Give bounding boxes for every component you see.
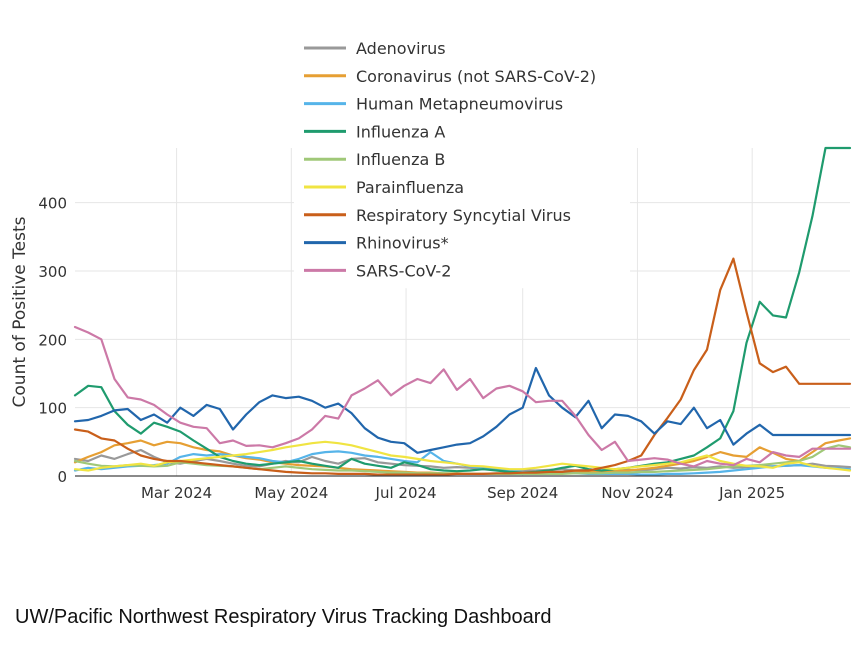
axes: 0 100 200 300 400 Mar 2024 May 2024 Jul 2024 Sep… — [38, 195, 850, 502]
legend-label: Parainfluenza — [356, 178, 464, 197]
x-tick-label: Sep 2024 — [487, 484, 558, 502]
legend-item-influenza-a[interactable]: Influenza A — [304, 122, 445, 141]
legend-item-human-metapneumovirus[interactable]: Human Metapneumovirus — [304, 95, 563, 114]
series-line-influenza-a — [73, 146, 852, 474]
legend-label: Respiratory Syncytial Virus — [356, 206, 571, 225]
y-tick-label: 300 — [38, 263, 67, 281]
legend-item-influenza-b[interactable]: Influenza B — [304, 150, 445, 169]
legend-background — [294, 30, 630, 289]
legend-label: Adenovirus — [356, 39, 446, 58]
y-tick-label: 400 — [38, 195, 67, 213]
legend-item-respiratory-syncytial-virus[interactable]: Respiratory Syncytial Virus — [304, 206, 571, 225]
x-tick-label: Jul 2024 — [375, 484, 437, 502]
dashboard-title: UW/Pacific Northwest Respiratory Virus T… — [15, 606, 552, 628]
legend-label: Rhinovirus* — [356, 234, 449, 253]
series-line-rhinovirus — [73, 366, 852, 454]
legend-item-adenovirus[interactable]: Adenovirus — [304, 39, 446, 58]
series-line-respiratory-syncytial-virus — [73, 257, 852, 476]
y-tick-label: 200 — [38, 331, 67, 349]
legend-item-sars-cov-2[interactable]: SARS-CoV-2 — [304, 261, 451, 280]
x-tick-label: Jan 2025 — [718, 484, 785, 502]
y-axis-label: Count of Positive Tests — [10, 216, 30, 407]
x-tick-label: Mar 2024 — [141, 484, 212, 502]
legend-label: Coronavirus (not SARS-CoV-2) — [356, 67, 596, 86]
series-lines — [73, 146, 852, 476]
legend-label: Influenza B — [356, 150, 445, 169]
x-tick-label: May 2024 — [254, 484, 328, 502]
legend[interactable]: Adenovirus Coronavirus (not SARS-CoV-2) Hu… — [294, 30, 630, 289]
y-tick-label: 100 — [38, 400, 67, 418]
legend-item-parainfluenza[interactable]: Parainfluenza — [304, 178, 464, 197]
series-line-parainfluenza — [73, 440, 852, 472]
series-line-sars-cov-2 — [73, 325, 852, 468]
legend-item-rhinovirus[interactable]: Rhinovirus* — [304, 234, 449, 253]
x-tick-label: Nov 2024 — [601, 484, 673, 502]
legend-label: Influenza A — [356, 122, 445, 141]
legend-label: Human Metapneumovirus — [356, 95, 563, 114]
legend-item-coronavirus-not-sars-cov-2[interactable]: Coronavirus (not SARS-CoV-2) — [304, 67, 596, 86]
legend-label: SARS-CoV-2 — [356, 261, 451, 280]
y-tick-label: 0 — [57, 468, 67, 486]
